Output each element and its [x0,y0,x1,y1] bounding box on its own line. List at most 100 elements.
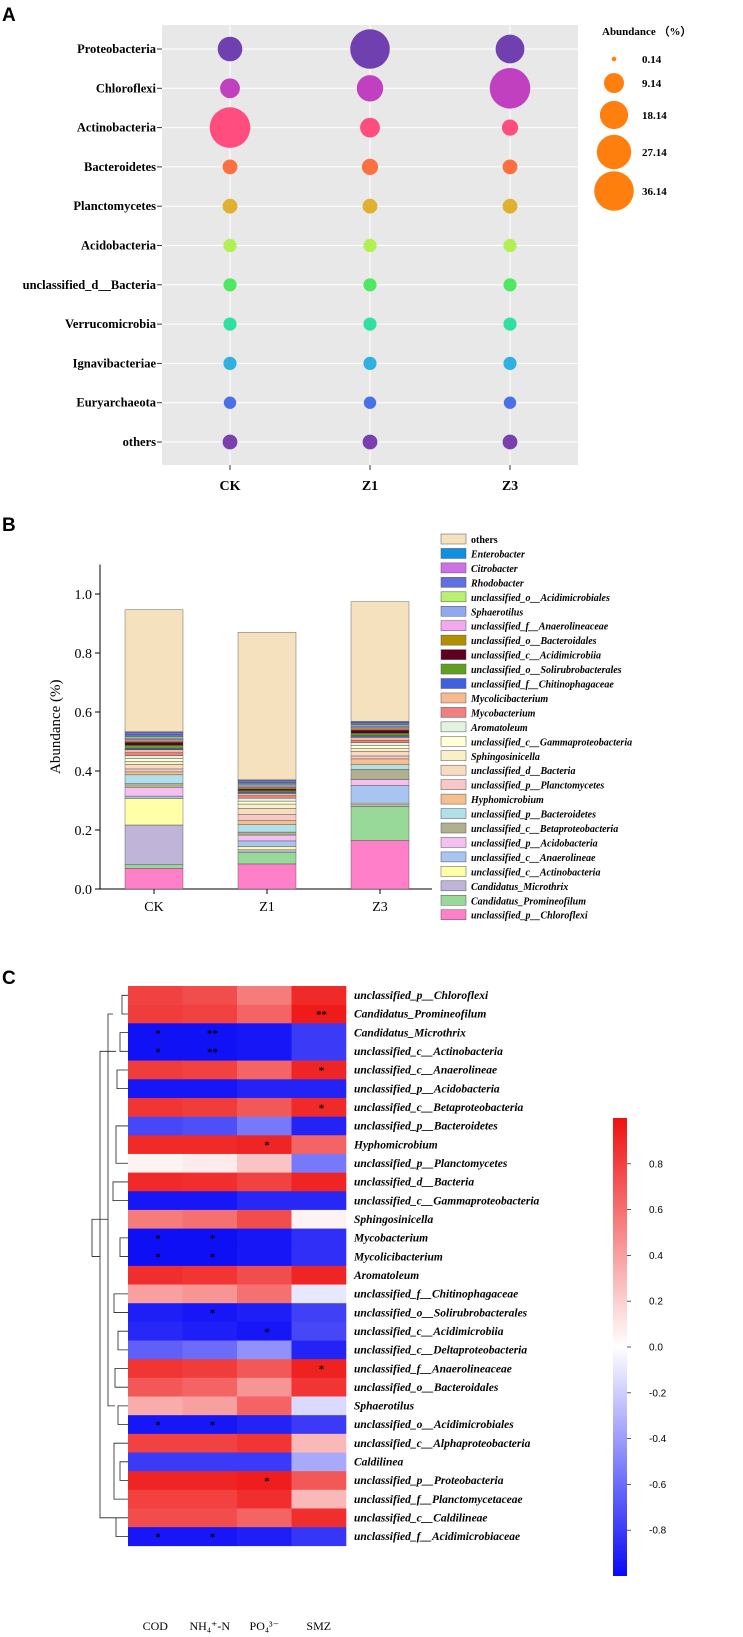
heatmap-cell-sphaerotilus-smz [291,1396,347,1416]
heatmap-cell-unclassified-o-acidimicrobiales-po [237,1415,292,1435]
legend-swatch-rhodobacter [440,577,467,588]
heatmap-cell-unclassified-o-bacteroidales-nh-n [182,1377,238,1397]
colorbar-tick-label-0-8: -0.8 [649,1526,667,1537]
heatmap-cell-unclassified-p-planctomycetes-nh-n [182,1153,238,1173]
heatmap-cell-unclassified-f-chitinophagaceae-nh-n [182,1284,238,1304]
row-label-unclassified-c-deltaproteobacteria: unclassified_c__Deltaproteobacteria [354,1345,527,1357]
significance-marker: * [264,1326,270,1338]
heatmap-cell-unclassified-d-bacteria-po [237,1172,292,1192]
bar-segment-aromatoleum-z1 [237,797,297,802]
heatmap-cell-mycobacterium-nh-n [182,1228,238,1248]
row-label-unclassified-o-bacteroidales: unclassified_o__Bacteroidales [354,1382,499,1394]
row-label-bacteroidetes: Bacteroidetes [84,160,156,174]
panel-label-c: C [2,968,16,989]
column-label-po: PO₄³⁻ [250,1619,279,1633]
significance-marker: * [155,1420,161,1432]
heatmap-cell-unclassified-p-acidobacteria-smz [291,1079,347,1099]
legend-label-others: others [471,535,498,546]
bar-segment-mycolicibacterium-z1 [237,793,297,796]
bar-segment-sphaerotilus-z1 [237,784,297,787]
heatmap-cell-sphingosinicella-smz [291,1209,347,1229]
legend-swatch-candidatus-promineofilum [440,895,467,906]
bar-segment-candidatus-microthrix-ck [124,824,184,866]
heatmap-cell-unclassified-f-planctomycetaceae-cod [128,1489,183,1509]
legend-label-unclassified-c-betaproteobacteria: unclassified_c__Betaproteobacteria [471,824,618,835]
heatmap-cell-caldilinea-nh-n [182,1452,238,1472]
legend-swatch-others [440,533,467,545]
panel-label-a: A [2,5,16,26]
bar-segment-unclassified-p-acidobacteria-ck [124,787,184,797]
significance-marker: * [264,1140,270,1152]
bar-segment-unclassified-f-anaerolineaceae-z3 [350,727,410,730]
legend-swatch-unclassified-c-anaerolineae [440,851,467,863]
bar-segment-unclassified-f-chitinophagaceae-z1 [237,791,297,794]
legend-label-unclassified-p-acidobacteria: unclassified_p__Acidobacteria [471,838,598,849]
heatmap-cell-unclassified-c-caldilineae-smz [291,1508,347,1528]
heatmap-cell-unclassified-d-bacteria-smz [291,1172,347,1192]
heatmap-cell-candidatus-microthrix-smz [291,1023,347,1043]
heatmap-cell-unclassified-o-bacteroidales-cod [128,1377,183,1397]
heatmap-cell-unclassified-c-anaerolineae-nh-n [182,1060,238,1080]
bubble-unclassified-d-bacteria-z3 [503,278,517,292]
legend-label-aromatoleum: Aromatoleum [470,723,528,734]
bubble-actinobacteria-z3 [501,119,519,136]
bar-segment-unclassified-f-chitinophagaceae-z3 [350,735,410,738]
row-label-unclassified-f-anaerolineaceae: unclassified_f__Anaerolineaceae [354,1363,512,1375]
bar-segment-unclassified-f-anaerolineaceae-ck [124,739,184,742]
dendrogram-branch [107,1013,115,1407]
heatmap-cell-unclassified-o-acidimicrobiales-smz [291,1415,347,1435]
heatmap-cell-unclassified-f-chitinophagaceae-cod [128,1284,183,1304]
legend-label-36-14: 36.14 [642,186,667,198]
bar-segment-hyphomicrobium-ck [124,771,184,776]
bubble-actinobacteria-z1 [360,117,380,138]
heatmap-cell-unclassified-c-caldilineae-po [237,1508,292,1528]
bubble-others-ck [222,434,238,450]
row-label-sphaerotilus: Sphaerotilus [354,1401,415,1413]
legend-label-18-14: 18.14 [642,110,667,122]
heatmap-cell-unclassified-c-gammaproteobacteria-nh-n [182,1191,238,1211]
y-tick-label-0-8: 0.8 [75,647,93,662]
legend-swatch-mycobacterium [440,707,467,718]
heatmap-cell-aromatoleum-smz [291,1265,347,1285]
heatmap-cell-unclassified-c-alphaproteobacteria-cod [128,1433,183,1453]
heatmap-cell-unclassified-c-betaproteobacteria-nh-n [182,1097,238,1117]
legend-title: Abundance （%） [602,25,692,38]
legend-label-rhodobacter: Rhodobacter [470,578,524,589]
bar-segment-unclassified-o-solirubrobacterales-z3 [350,733,410,736]
row-label-actinobacteria: Actinobacteria [77,121,157,135]
significance-marker: * [319,1065,325,1077]
x-tick-label-ck: CK [144,900,163,915]
bubble-planctomycetes-ck [222,198,238,214]
bar-segment-unclassified-o-bacteroidales-ck [124,740,184,743]
row-label-euryarchaeota: Euryarchaeota [76,396,156,410]
colorbar-tick-label-0-0: 0.0 [649,1343,663,1354]
dendrogram-branch [91,1218,108,1257]
heatmap-cell-unclassified-f-planctomycetaceae-po [237,1489,292,1509]
significance-marker: * [155,1028,161,1040]
heatmap-cell-caldilinea-po [237,1452,292,1472]
bar-segment-unclassified-c-betaproteobacteria-z3 [350,769,410,780]
legend-bubble-27-14 [596,134,632,170]
column-label-nh-n: NH₄⁺-N [189,1619,230,1633]
x-tick-label-ck: CK [220,479,241,494]
dendrogram-branch [99,1050,116,1519]
bubble-planctomycetes-z1 [362,198,378,214]
row-label-unclassified-p-planctomycetes: unclassified_p__Planctomycetes [354,1158,508,1170]
bubble-bacteroidetes-ck [222,159,238,175]
row-label-unclassified-d-bacteria: unclassified_d__Bacteria [354,1177,474,1189]
heatmap-cell-unclassified-c-betaproteobacteria-smz [291,1097,347,1117]
heatmap-cell-unclassified-o-solirubrobacterales-cod [128,1303,183,1323]
bar-segment-unclassified-p-planctomycetes-z1 [237,814,297,821]
legend-label-unclassified-c-gammaproteobacteria: unclassified_c__Gammaproteobacteria [471,737,632,748]
legend-label-mycobacterium: Mycobacterium [470,708,536,719]
heatmap-cell-unclassified-d-bacteria-nh-n [182,1172,238,1192]
legend-swatch-unclassified-o-acidimicrobiales [440,591,467,603]
row-label-unclassified-c-betaproteobacteria: unclassified_c__Betaproteobacteria [354,1102,524,1114]
significance-marker: * [210,1532,216,1544]
row-label-unclassified-c-actinobacteria: unclassified_c__Actinobacteria [354,1046,503,1058]
colorbar-tick-label-0-4: -0.4 [649,1434,667,1445]
bar-segment-unclassified-f-chitinophagaceae-ck [124,748,184,750]
dendrogram-branch [112,1181,128,1201]
heatmap-cell-caldilinea-smz [291,1452,347,1472]
